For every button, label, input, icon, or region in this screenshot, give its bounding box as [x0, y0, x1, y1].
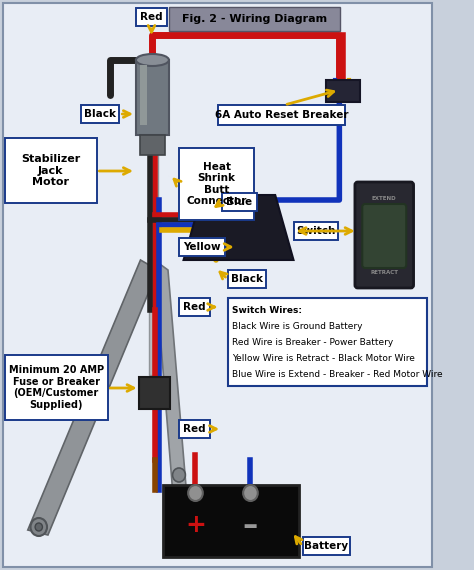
Ellipse shape: [136, 54, 169, 66]
Text: +: +: [185, 513, 206, 537]
Text: –: –: [243, 511, 258, 539]
FancyBboxPatch shape: [293, 222, 337, 240]
FancyBboxPatch shape: [164, 485, 299, 557]
FancyBboxPatch shape: [179, 420, 210, 438]
Circle shape: [173, 468, 185, 482]
Text: Red: Red: [183, 424, 206, 434]
Text: Switch Wires:: Switch Wires:: [232, 306, 302, 315]
FancyBboxPatch shape: [355, 182, 414, 288]
FancyBboxPatch shape: [3, 3, 432, 567]
Text: Black Wire is Ground Battery: Black Wire is Ground Battery: [232, 322, 363, 331]
FancyBboxPatch shape: [136, 8, 167, 26]
Text: Black: Black: [231, 274, 263, 284]
FancyBboxPatch shape: [179, 238, 225, 256]
FancyBboxPatch shape: [136, 60, 169, 135]
Text: Red: Red: [183, 302, 206, 312]
FancyBboxPatch shape: [5, 355, 108, 420]
FancyBboxPatch shape: [139, 377, 170, 409]
Text: Red Wire is Breaker - Power Battery: Red Wire is Breaker - Power Battery: [232, 338, 393, 347]
Polygon shape: [154, 260, 186, 490]
FancyBboxPatch shape: [228, 298, 428, 386]
Circle shape: [35, 523, 43, 531]
FancyBboxPatch shape: [326, 80, 360, 102]
Text: Yellow Wire is Retract - Black Motor Wire: Yellow Wire is Retract - Black Motor Wir…: [232, 354, 415, 363]
Text: Switch: Switch: [296, 226, 335, 236]
Polygon shape: [28, 260, 158, 535]
FancyBboxPatch shape: [169, 7, 340, 31]
FancyBboxPatch shape: [362, 204, 406, 268]
FancyBboxPatch shape: [179, 148, 254, 220]
FancyBboxPatch shape: [219, 105, 345, 125]
Text: Yellow: Yellow: [183, 242, 221, 252]
Circle shape: [30, 518, 47, 536]
FancyBboxPatch shape: [81, 105, 119, 123]
Text: Heat
Shrink
Butt
Connector: Heat Shrink Butt Connector: [186, 162, 247, 206]
FancyBboxPatch shape: [228, 270, 266, 288]
FancyBboxPatch shape: [5, 138, 97, 203]
Text: Battery: Battery: [304, 541, 348, 551]
Text: Minimum 20 AMP
Fuse or Breaker
(OEM/Customer
Supplied): Minimum 20 AMP Fuse or Breaker (OEM/Cust…: [9, 365, 104, 410]
FancyBboxPatch shape: [303, 537, 350, 555]
Text: Red: Red: [140, 12, 163, 22]
Circle shape: [243, 485, 258, 501]
Polygon shape: [183, 195, 293, 260]
FancyBboxPatch shape: [149, 155, 158, 375]
Text: Black: Black: [84, 109, 116, 119]
Circle shape: [188, 485, 203, 501]
FancyBboxPatch shape: [179, 298, 210, 316]
Text: EXTEND: EXTEND: [372, 197, 397, 202]
FancyBboxPatch shape: [139, 65, 147, 125]
Text: 6A Auto Reset Breaker: 6A Auto Reset Breaker: [215, 110, 348, 120]
Text: Blue Wire is Extend - Breaker - Red Motor Wire: Blue Wire is Extend - Breaker - Red Moto…: [232, 370, 443, 379]
FancyBboxPatch shape: [139, 135, 165, 155]
Text: Stabilizer
Jack
Motor: Stabilizer Jack Motor: [21, 154, 80, 187]
Text: Blue: Blue: [227, 197, 253, 207]
Text: RETRACT: RETRACT: [370, 271, 398, 275]
Text: Fig. 2 - Wiring Diagram: Fig. 2 - Wiring Diagram: [182, 14, 327, 24]
FancyBboxPatch shape: [222, 193, 257, 211]
